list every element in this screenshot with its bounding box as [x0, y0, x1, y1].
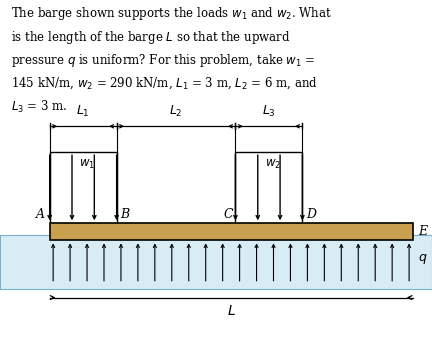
Text: $w_2$: $w_2$: [265, 158, 281, 171]
Text: C: C: [224, 208, 233, 221]
Text: $L_2$: $L_2$: [169, 104, 183, 119]
Text: E: E: [418, 225, 427, 238]
Text: $L_3$ = 3 m.: $L_3$ = 3 m.: [11, 99, 67, 116]
Text: $L_1$: $L_1$: [76, 104, 90, 119]
Text: pressure $q$ is uniform? For this problem, take $w_1$ =: pressure $q$ is uniform? For this proble…: [11, 52, 315, 69]
Bar: [50, 223, 413, 240]
Text: $L$: $L$: [227, 304, 235, 318]
Text: $q$: $q$: [418, 253, 427, 266]
Text: is the length of the barge $L$ so that the upward: is the length of the barge $L$ so that t…: [11, 29, 290, 46]
Text: $w_1$: $w_1$: [79, 158, 95, 171]
Text: The barge shown supports the loads $w_1$ and $w_2$. What: The barge shown supports the loads $w_1$…: [11, 5, 332, 22]
Text: 145 kN/m, $w_2$ = 290 kN/m, $L_1$ = 3 m, $L_2$ = 6 m, and: 145 kN/m, $w_2$ = 290 kN/m, $L_1$ = 3 m,…: [11, 76, 318, 91]
Text: D: D: [306, 208, 316, 221]
Bar: [0, 235, 432, 289]
Text: $L_3$: $L_3$: [262, 104, 276, 119]
Text: B: B: [120, 208, 129, 221]
Text: A: A: [35, 208, 44, 221]
